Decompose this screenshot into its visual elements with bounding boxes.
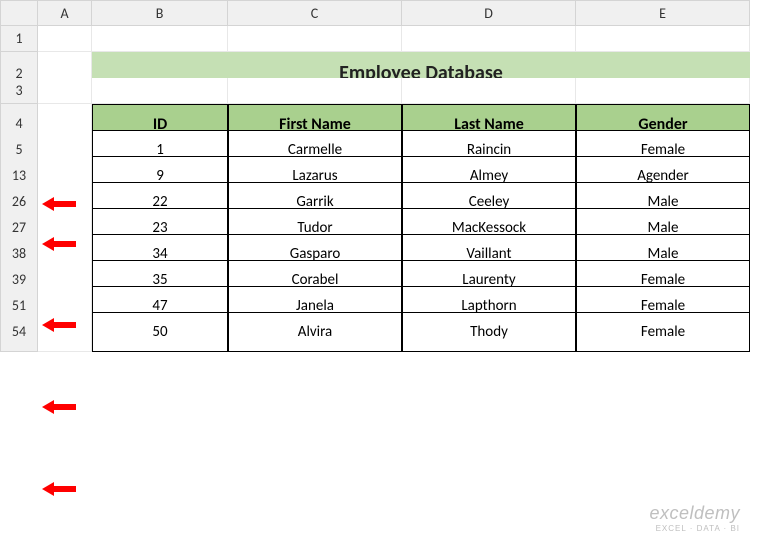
table-cell[interactable]: 50 [92, 312, 228, 352]
col-header-E[interactable]: E [576, 0, 750, 26]
cell[interactable] [576, 26, 750, 52]
table-cell[interactable]: Alvira [228, 312, 402, 352]
arrow-icon [42, 400, 76, 414]
row-header[interactable]: 1 [0, 26, 38, 52]
cell[interactable] [402, 26, 576, 52]
arrow-icon [42, 197, 76, 211]
table-cell[interactable]: Female [576, 312, 750, 352]
cell[interactable] [92, 26, 228, 52]
arrow-icon [42, 318, 76, 332]
arrow-icon [42, 237, 76, 251]
select-all-corner[interactable] [0, 0, 38, 26]
row-header[interactable]: 54 [0, 312, 38, 352]
watermark-main: exceldemy [649, 503, 740, 524]
cell[interactable] [38, 26, 92, 52]
spreadsheet-grid: A B C D E 1 2 Employee Database 3 4 ID F… [0, 0, 768, 338]
watermark-sub: EXCEL · DATA · BI [649, 524, 740, 533]
cell[interactable] [228, 78, 402, 104]
col-header-B[interactable]: B [92, 0, 228, 26]
cell[interactable] [92, 78, 228, 104]
col-header-D[interactable]: D [402, 0, 576, 26]
row-header[interactable]: 3 [0, 78, 38, 104]
watermark: exceldemy EXCEL · DATA · BI [649, 503, 740, 533]
col-header-C[interactable]: C [228, 0, 402, 26]
arrow-icon [42, 482, 76, 496]
cell[interactable] [402, 78, 576, 104]
cell[interactable] [38, 78, 92, 104]
cell[interactable] [576, 78, 750, 104]
cell[interactable] [228, 26, 402, 52]
table-cell[interactable]: Thody [402, 312, 576, 352]
col-header-A[interactable]: A [38, 0, 92, 26]
